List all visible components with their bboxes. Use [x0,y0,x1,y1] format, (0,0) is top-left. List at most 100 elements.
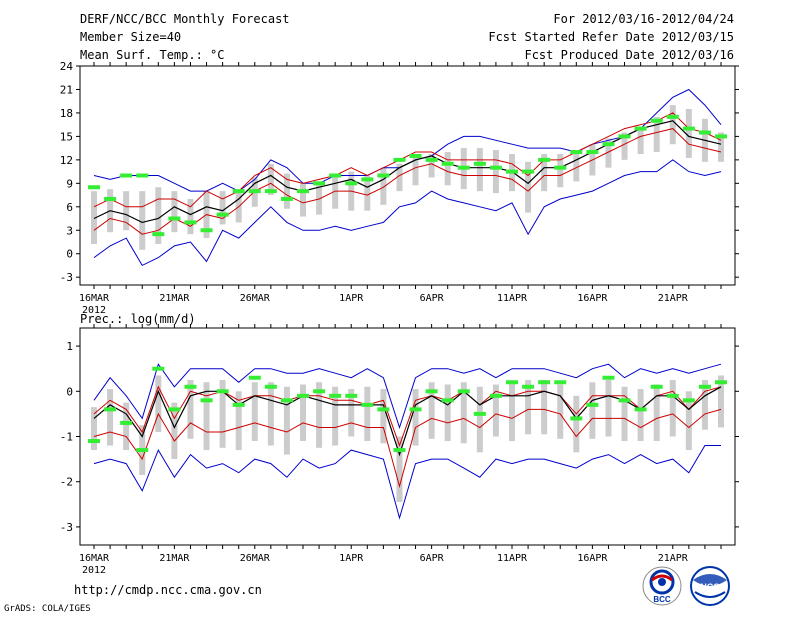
observed-marker-p2-6 [168,407,181,412]
observed-marker-p1-22 [425,157,438,162]
grads-credit: GrADS: COLA/IGES [4,604,91,614]
spread-bar-p1-35 [637,126,644,154]
observed-marker-p1-17 [345,181,358,186]
observed-marker-p2-22 [425,389,438,394]
observed-marker-p1-12 [264,189,277,194]
spread-bar-p1-40 [718,132,724,162]
x-tick-label-p2: 6APR [420,553,445,564]
x-tick-label-p2: 11APR [497,553,528,564]
observed-marker-p1-38 [682,126,695,131]
spread-bar-p1-7 [187,198,194,235]
observed-marker-p2-12 [264,384,277,389]
observed-marker-p1-14 [297,189,309,194]
observed-marker-p2-38 [682,398,695,403]
observed-marker-p1-20 [393,157,406,162]
spread-bar-p1-6 [171,191,178,233]
series-line-mean-upper-p1 [93,112,722,208]
observed-marker-p1-24 [457,165,470,170]
observed-marker-p1-35 [634,126,647,131]
spread-bar-p1-29 [541,153,548,192]
spread-bar-p1-14 [300,183,306,217]
spread-bar-p1-1 [91,191,97,244]
spread-bar-p2-2 [107,389,114,446]
y-tick-label-p1: 24 [60,60,74,73]
observed-marker-p1-8 [200,228,213,233]
spread-bar-p1-38 [685,109,692,158]
observed-marker-p1-23 [441,161,454,166]
chart-title: DERF/NCC/BCC Monthly Forecast [80,12,290,26]
spread-bar-p2-39 [701,379,708,430]
y-tick-label-p1: 3 [66,224,73,237]
spread-bar-p2-27 [509,382,515,442]
spread-bar-p2-11 [251,382,258,442]
observed-marker-p2-17 [345,393,358,398]
spread-bar-p2-38 [685,391,692,451]
observed-marker-p1-32 [586,150,599,155]
spread-bar-p1-19 [380,167,387,205]
spread-bar-p2-15 [316,382,323,448]
observed-marker-p2-30 [554,380,567,385]
spread-bar-p2-23 [444,384,451,442]
series-line-mean-lower-p2 [93,408,722,489]
observed-marker-p2-21 [409,407,422,412]
observed-marker-p1-11 [248,189,261,194]
spread-bar-p2-36 [653,384,660,442]
x-tick-label-p2: 21APR [658,553,689,564]
x-tick-label-p1: 21MAR [159,293,190,304]
spread-bar-p2-33 [605,379,612,437]
observed-marker-p2-1 [88,439,100,444]
y-tick-label-p1: 18 [60,107,73,120]
observed-marker-p2-16 [329,393,342,398]
spread-bar-p1-20 [396,163,403,192]
observed-marker-p1-16 [329,173,342,178]
observed-marker-p2-8 [200,398,213,403]
observed-marker-p2-7 [184,384,197,389]
x-tick-label-p2: 26MAR [240,553,271,564]
spread-bar-p2-37 [669,379,676,437]
observed-marker-p1-2 [104,196,117,201]
ncc-logo-text: NCC [700,582,720,592]
observed-marker-p2-32 [586,402,599,407]
observed-marker-p2-35 [634,407,647,412]
observed-marker-p2-20 [393,448,406,453]
spread-bar-p1-4 [139,191,146,250]
spread-bar-p1-15 [316,181,323,215]
observed-marker-p1-4 [136,173,149,178]
x-tick-label-p2: 16MAR [79,553,110,564]
observed-marker-p1-25 [473,161,486,166]
spread-bar-p2-30 [557,384,564,439]
spread-bar-p1-34 [621,132,628,160]
spread-bar-p2-25 [476,386,483,453]
x-tick-label-p2: 21MAR [159,553,190,564]
series-line-mean-p2 [93,386,722,457]
spread-bar-p1-30 [557,153,564,188]
y-tick-label-p1: -3 [60,271,73,284]
y-tick-label-p2: 0 [66,385,73,398]
spread-bar-p2-17 [348,389,355,437]
logos: BCC NCC [642,566,730,606]
spread-bar-p1-25 [476,148,483,192]
observed-marker-p2-25 [473,411,486,416]
spread-bar-p1-13 [283,173,290,209]
spread-bar-p2-31 [573,395,580,453]
spread-bar-p2-6 [171,402,178,460]
spread-bar-p1-23 [444,152,451,186]
spread-bar-p1-18 [364,175,371,211]
spread-bar-p2-24 [460,382,467,444]
observed-marker-p2-23 [441,398,454,403]
observed-marker-p2-9 [216,389,229,394]
spread-bar-p2-40 [718,375,724,428]
spread-bar-p2-13 [283,386,290,455]
spread-bar-p2-19 [380,389,387,444]
spread-bar-p2-22 [428,382,435,439]
spread-bar-p2-26 [492,384,499,437]
spread-bar-p1-37 [669,105,676,145]
observed-marker-p2-3 [120,420,133,425]
observed-marker-p1-9 [216,212,229,217]
spread-bar-p2-7 [187,379,194,439]
x-year-label-p2: 2012 [82,565,106,576]
panel-2-title: Prec.: log(mm/d) [80,312,196,326]
spread-bar-p1-3 [123,191,130,231]
observed-marker-p1-26 [489,165,502,170]
